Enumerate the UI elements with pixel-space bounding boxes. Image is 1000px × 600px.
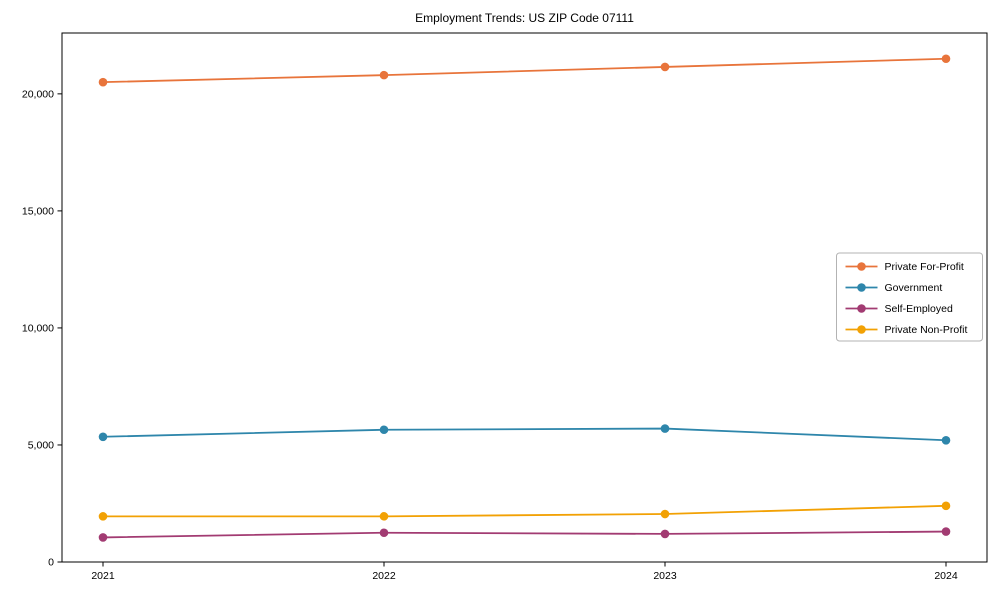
series-marker-government-2022: [379, 425, 389, 435]
series-marker-government-2024: [941, 435, 951, 445]
series-line-private-for-profit: [102, 57, 947, 84]
legend-label-self-employed: Self-Employed: [885, 303, 953, 315]
series-marker-self-employed-2021: [98, 533, 108, 542]
chart-title: Employment Trends: US ZIP Code 07111: [415, 11, 634, 25]
y-tick-label: 0: [48, 557, 54, 569]
series-marker-private-for-profit-2021: [98, 77, 108, 87]
series-line-government: [102, 427, 947, 442]
x-tick-label: 2021: [91, 570, 115, 582]
y-tick-label: 20,000: [22, 88, 54, 100]
legend-marker-self-employed: [857, 304, 866, 313]
x-tick-label: 2023: [653, 570, 677, 582]
series-marker-self-employed-2022: [379, 528, 389, 538]
series-marker-private-non-profit-2023: [660, 509, 670, 519]
series-marker-private-for-profit-2024: [941, 54, 951, 64]
series-marker-private-non-profit-2022: [379, 512, 389, 521]
series-marker-self-employed-2023: [660, 529, 670, 539]
series-group: [98, 54, 951, 542]
series-marker-private-for-profit-2022: [379, 70, 389, 80]
legend-marker-private-for-profit: [857, 262, 866, 271]
plot-border: [61, 32, 988, 563]
series-marker-government-2023: [660, 424, 670, 433]
series-line-private-non-profit: [103, 504, 947, 518]
legend-label-private-for-profit: Private For-Profit: [885, 261, 964, 273]
legend-marker-private-non-profit: [857, 325, 866, 334]
legend: Private For-Profit Government Self-Employe…: [836, 252, 983, 342]
series-marker-government-2021: [98, 432, 108, 442]
series-marker-self-employed-2024: [941, 527, 951, 536]
series-marker-private-non-profit-2021: [98, 512, 108, 521]
y-tick-label: 15,000: [22, 205, 54, 217]
legend-label-government: Government: [885, 282, 943, 294]
legend-label-private-non-profit: Private Non-Profit: [885, 324, 968, 336]
series-marker-private-non-profit-2024: [941, 501, 951, 511]
series-marker-private-for-profit-2023: [660, 62, 670, 72]
legend-frame: [836, 252, 983, 342]
x-tick-label: 2022: [372, 570, 396, 582]
plot-area: 0 5,000 10,000 15,000 20,000 2021 2022 2023 2024: [22, 32, 988, 582]
series-line-self-employed: [102, 530, 947, 539]
y-tick-label: 5,000: [28, 440, 54, 452]
x-tick-label: 2024: [934, 570, 958, 582]
legend-marker-government: [857, 283, 866, 292]
y-tick-label: 10,000: [22, 323, 54, 335]
